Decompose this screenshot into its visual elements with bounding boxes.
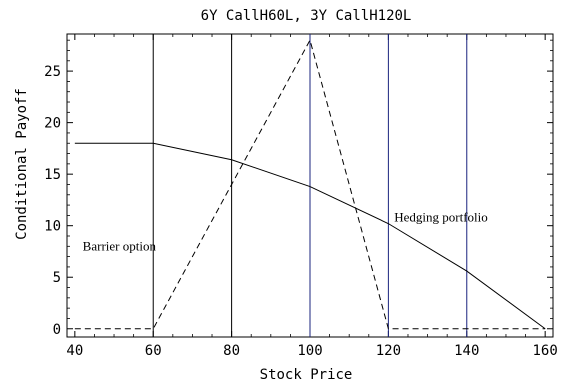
x-tick-label: 120	[376, 343, 401, 359]
x-axis-label: Stock Price	[260, 367, 353, 383]
y-tick-label: 15	[44, 167, 61, 183]
x-tick-label: 140	[454, 343, 479, 359]
chart-title: 6Y CallH60L, 3Y CallH120L	[201, 8, 412, 24]
x-tick-label: 80	[223, 343, 240, 359]
y-axis-label: Conditional Payoff	[14, 88, 30, 240]
x-tick-label: 100	[297, 343, 322, 359]
x-tick-label: 40	[66, 343, 83, 359]
annotation-hedging-portfolio: Hedging portfolio	[394, 210, 488, 225]
y-tick-label: 25	[44, 64, 61, 80]
x-tick-label: 60	[145, 343, 162, 359]
series-line-hedging-portfolio	[74, 142, 546, 330]
series-line-barrier-option	[74, 38, 546, 330]
y-tick-label: 5	[53, 270, 61, 286]
y-tick-label: 0	[53, 322, 61, 338]
y-tick-label: 20	[44, 116, 61, 132]
annotation-barrier-option: Barrier option	[83, 238, 157, 253]
y-tick-label: 10	[44, 219, 61, 235]
x-tick-label: 160	[533, 343, 558, 359]
